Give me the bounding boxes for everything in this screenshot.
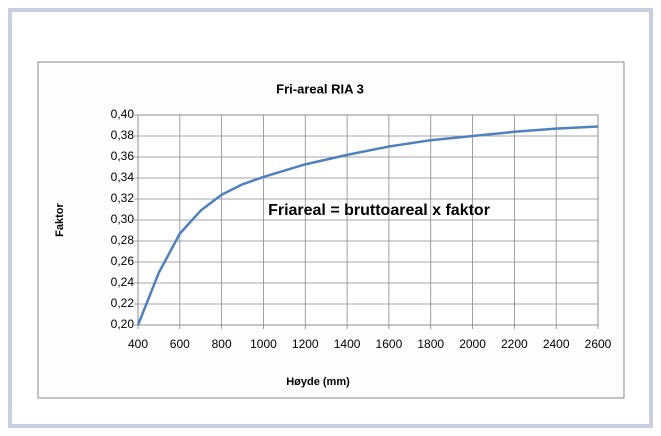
data-line bbox=[136, 125, 599, 326]
x-tick-label: 2600 bbox=[585, 337, 612, 351]
y-tick-label: 0,22 bbox=[111, 296, 135, 310]
x-tick-label: 1800 bbox=[417, 337, 444, 351]
x-tick-label: 2200 bbox=[501, 337, 528, 351]
annotation: Friareal = bruttoareal x faktor bbox=[268, 202, 490, 219]
y-tick-label: 0,32 bbox=[111, 191, 135, 205]
x-tick-label: 1000 bbox=[250, 337, 277, 351]
y-tick-label: 0,38 bbox=[111, 128, 135, 142]
y-tick-label: 0,36 bbox=[111, 149, 135, 163]
x-tick-label: 400 bbox=[128, 337, 148, 351]
y-tick-label: 0,20 bbox=[111, 317, 135, 331]
x-tick-label: 1600 bbox=[376, 337, 403, 351]
x-tick-label: 2400 bbox=[543, 337, 570, 351]
x-tick-label: 600 bbox=[170, 337, 190, 351]
x-tick-label: 800 bbox=[212, 337, 232, 351]
chart-title: Fri-areal RIA 3 bbox=[276, 81, 364, 96]
y-axis-label: Faktor bbox=[54, 202, 66, 236]
y-tick-label: 0,40 bbox=[111, 107, 135, 121]
x-tick-label: 1400 bbox=[334, 337, 361, 351]
x-tick-label: 1200 bbox=[292, 337, 319, 351]
y-tick-label: 0,26 bbox=[111, 254, 135, 268]
y-tick-label: 0,30 bbox=[111, 212, 135, 226]
y-tick-label: 0,28 bbox=[111, 233, 135, 247]
x-tick-label: 2000 bbox=[459, 337, 486, 351]
y-tick-label: 0,34 bbox=[111, 170, 135, 184]
x-axis-label: Høyde (mm) bbox=[286, 376, 350, 388]
y-tick-label: 0,24 bbox=[111, 275, 135, 289]
